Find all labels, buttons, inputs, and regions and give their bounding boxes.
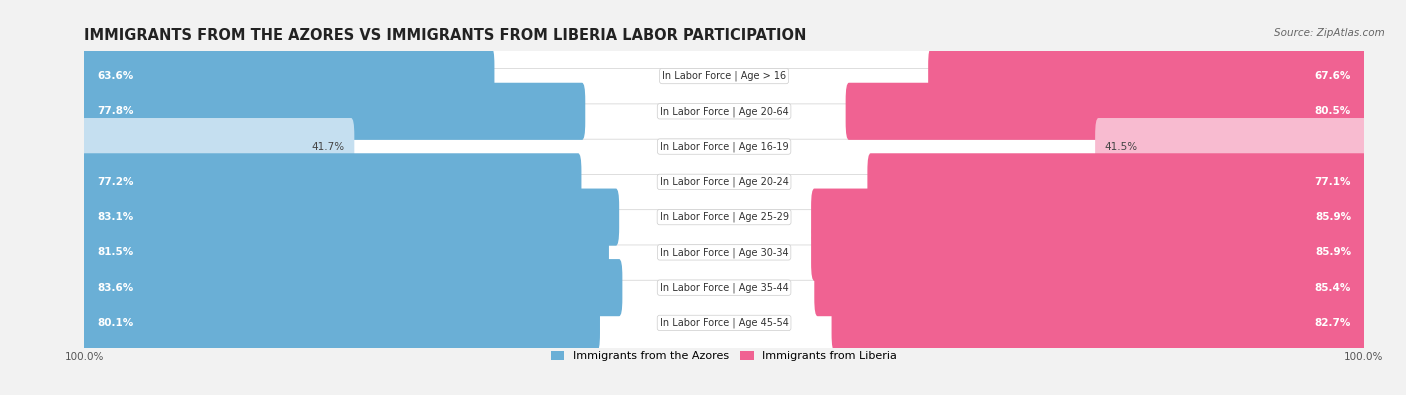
FancyBboxPatch shape [82, 259, 623, 316]
Text: 85.4%: 85.4% [1315, 283, 1351, 293]
FancyBboxPatch shape [82, 224, 609, 281]
Text: IMMIGRANTS FROM THE AZORES VS IMMIGRANTS FROM LIBERIA LABOR PARTICIPATION: IMMIGRANTS FROM THE AZORES VS IMMIGRANTS… [84, 28, 807, 43]
Text: In Labor Force | Age 35-44: In Labor Force | Age 35-44 [659, 282, 789, 293]
Text: In Labor Force | Age 20-64: In Labor Force | Age 20-64 [659, 106, 789, 117]
FancyBboxPatch shape [82, 47, 495, 105]
FancyBboxPatch shape [845, 83, 1367, 140]
Text: Source: ZipAtlas.com: Source: ZipAtlas.com [1274, 28, 1385, 38]
FancyBboxPatch shape [814, 259, 1367, 316]
Text: In Labor Force | Age 30-34: In Labor Force | Age 30-34 [659, 247, 789, 258]
FancyBboxPatch shape [868, 153, 1367, 211]
Text: 77.1%: 77.1% [1315, 177, 1351, 187]
Text: 81.5%: 81.5% [97, 247, 134, 258]
Text: 67.6%: 67.6% [1315, 71, 1351, 81]
FancyBboxPatch shape [79, 280, 1369, 366]
Text: In Labor Force | Age 25-29: In Labor Force | Age 25-29 [659, 212, 789, 222]
Text: 77.8%: 77.8% [97, 106, 134, 116]
Text: In Labor Force | Age 20-24: In Labor Force | Age 20-24 [659, 177, 789, 187]
FancyBboxPatch shape [811, 224, 1367, 281]
FancyBboxPatch shape [1095, 118, 1367, 175]
FancyBboxPatch shape [79, 139, 1369, 224]
Text: In Labor Force | Age > 16: In Labor Force | Age > 16 [662, 71, 786, 81]
Text: 80.5%: 80.5% [1315, 106, 1351, 116]
FancyBboxPatch shape [79, 69, 1369, 154]
Text: 63.6%: 63.6% [97, 71, 134, 81]
FancyBboxPatch shape [82, 294, 600, 352]
Text: 82.7%: 82.7% [1315, 318, 1351, 328]
FancyBboxPatch shape [79, 245, 1369, 330]
FancyBboxPatch shape [79, 175, 1369, 260]
Text: 83.1%: 83.1% [97, 212, 134, 222]
Text: 41.5%: 41.5% [1105, 141, 1137, 152]
FancyBboxPatch shape [79, 104, 1369, 189]
Legend: Immigrants from the Azores, Immigrants from Liberia: Immigrants from the Azores, Immigrants f… [547, 346, 901, 366]
FancyBboxPatch shape [82, 118, 354, 175]
FancyBboxPatch shape [82, 153, 582, 211]
FancyBboxPatch shape [811, 188, 1367, 246]
Text: In Labor Force | Age 45-54: In Labor Force | Age 45-54 [659, 318, 789, 328]
Text: 85.9%: 85.9% [1315, 247, 1351, 258]
Text: 80.1%: 80.1% [97, 318, 134, 328]
Text: In Labor Force | Age 16-19: In Labor Force | Age 16-19 [659, 141, 789, 152]
FancyBboxPatch shape [82, 83, 585, 140]
FancyBboxPatch shape [82, 188, 619, 246]
FancyBboxPatch shape [831, 294, 1367, 352]
Text: 41.7%: 41.7% [312, 141, 344, 152]
FancyBboxPatch shape [79, 210, 1369, 295]
FancyBboxPatch shape [928, 47, 1367, 105]
Text: 77.2%: 77.2% [97, 177, 134, 187]
Text: 83.6%: 83.6% [97, 283, 134, 293]
FancyBboxPatch shape [79, 33, 1369, 119]
Text: 85.9%: 85.9% [1315, 212, 1351, 222]
